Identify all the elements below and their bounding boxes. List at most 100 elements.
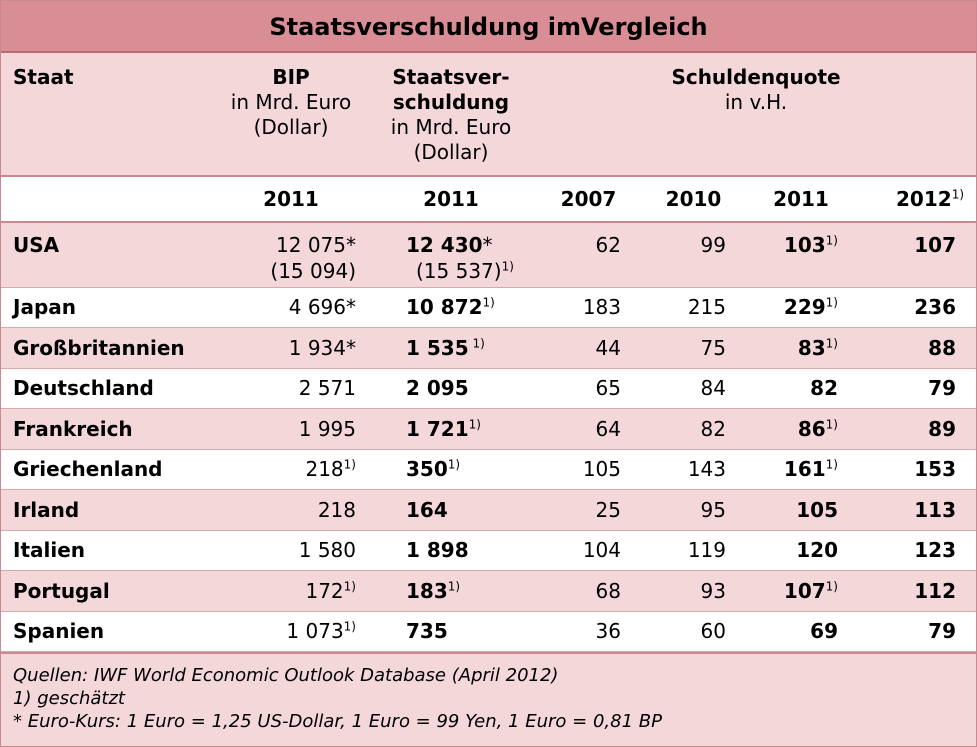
bip-value: 1 934 — [288, 335, 346, 360]
cell-q2010: 95 — [641, 489, 746, 531]
table-row: Großbritannien 1 934* 1 535 1) 44 75 831) 88 — [1, 327, 977, 369]
header-staat: Staat — [1, 53, 216, 176]
q2011-note: 1) — [825, 457, 838, 472]
debt-note: 1) — [482, 295, 495, 310]
footnotes: Quellen: IWF World Economic Outlook Data… — [1, 652, 976, 743]
debt-note: 1) — [468, 417, 481, 432]
year-2007: 2007 — [536, 175, 641, 223]
bip-star: * — [346, 335, 356, 360]
bip-star: * — [346, 233, 356, 257]
cell-q2012: 112 — [856, 570, 977, 612]
year-2012-label: 2012 — [896, 187, 952, 211]
debt-value: 12 430 — [406, 233, 483, 257]
bip-star: * — [346, 295, 356, 320]
debt-value: 10 872 — [406, 295, 483, 320]
q2011-value: 120 — [796, 538, 838, 563]
bip-note: 1) — [343, 457, 356, 472]
cell-q2012: 107 — [856, 222, 977, 288]
bip-value: 4 696 — [288, 295, 346, 320]
table-row: Irland 218 164 25 95 105 113 — [1, 489, 977, 531]
table-body: USA 12 075* (15 094) 12 430* (15 537)1) 62 99 1… — [1, 222, 977, 652]
footnote-source: Quellen: IWF World Economic Outlook Data… — [13, 665, 559, 686]
year-empty — [1, 175, 216, 223]
cell-q2011: 861) — [746, 408, 856, 450]
footnote-estimate: 1) geschätzt — [13, 688, 125, 709]
cell-staat: Frankreich — [1, 408, 216, 450]
cell-staat: Japan — [1, 287, 216, 328]
year-bip: 2011 — [216, 175, 366, 223]
debt-value: 2 095 — [406, 376, 469, 401]
cell-debt: 1 7211) — [366, 408, 536, 450]
debt-note: 1) — [447, 579, 461, 594]
debt-value: 164 — [406, 497, 448, 522]
header-debt-unit1: in Mrd. Euro — [390, 115, 512, 139]
cell-q2007: 183 — [536, 287, 641, 328]
header-debt-unit2: (Dollar) — [413, 140, 489, 164]
q2011-note: 1) — [825, 233, 838, 248]
debt-value: 350 — [406, 457, 448, 482]
bip-value: 1 995 — [298, 416, 356, 441]
years-row: 2011 2011 2007 2010 2011 20121) — [1, 175, 977, 223]
cell-staat: Irland — [1, 489, 216, 531]
cell-debt: 1 898 — [366, 530, 536, 571]
q2011-value: 105 — [796, 497, 838, 522]
q2011-note: 1) — [825, 295, 838, 310]
cell-debt: 12 430* (15 537)1) — [366, 222, 536, 288]
cell-q2011: 69 — [746, 611, 856, 652]
cell-bip: 1721) — [216, 570, 366, 612]
header-debt-label2: schuldung — [392, 90, 510, 114]
cell-staat: Deutschland — [1, 368, 216, 409]
cell-q2010: 82 — [641, 408, 746, 450]
table-title: Staatsverschuldung imVergleich — [1, 1, 976, 53]
debt-value: 1 721 — [406, 416, 469, 441]
cell-q2007: 36 — [536, 611, 641, 652]
year-debt: 2011 — [366, 175, 536, 223]
cell-debt: 10 8721) — [366, 287, 536, 328]
cell-q2012: 89 — [856, 408, 977, 450]
bip-value: 1 073 — [286, 619, 344, 644]
cell-q2011: 120 — [746, 530, 856, 571]
q2011-note: 1) — [825, 336, 838, 351]
cell-q2007: 68 — [536, 570, 641, 612]
q2011-value: 82 — [810, 376, 838, 401]
table-row: USA 12 075* (15 094) 12 430* (15 537)1) 62 99 1… — [1, 222, 977, 288]
year-2010: 2010 — [641, 175, 746, 223]
cell-q2010: 93 — [641, 570, 746, 612]
debt-dollar: (15 537) — [416, 259, 502, 283]
cell-q2012: 79 — [856, 368, 977, 409]
table-row: Italien 1 580 1 898 104 119 120 123 — [1, 530, 977, 571]
cell-q2007: 105 — [536, 449, 641, 490]
cell-q2007: 62 — [536, 222, 641, 288]
header-debt-label1: Staatsver- — [392, 65, 510, 89]
cell-debt: 164 — [366, 489, 536, 531]
q2011-value: 103 — [783, 233, 826, 257]
header-bip-unit1: in Mrd. Euro — [230, 90, 352, 114]
cell-debt: 1831) — [366, 570, 536, 612]
cell-q2010: 215 — [641, 287, 746, 328]
cell-debt: 1 535 1) — [366, 327, 536, 369]
cell-staat: Großbritannien — [1, 327, 216, 369]
header-debt: Staatsver- schuldung in Mrd. Euro (Dolla… — [366, 53, 536, 176]
header-row: Staat BIP in Mrd. Euro (Dollar) Staatsve… — [1, 53, 977, 176]
cell-q2011: 1031) — [746, 222, 856, 288]
cell-q2010: 99 — [641, 222, 746, 288]
debt-note: 1) — [447, 457, 461, 472]
cell-q2011: 2291) — [746, 287, 856, 328]
cell-q2010: 75 — [641, 327, 746, 369]
cell-debt: 2 095 — [366, 368, 536, 409]
table-row: Spanien 1 0731) 735 36 60 69 79 — [1, 611, 977, 652]
table-row: Japan 4 696* 10 8721) 183 215 2291) 236 — [1, 287, 977, 328]
cell-bip: 4 696* — [216, 287, 366, 328]
cell-q2012: 79 — [856, 611, 977, 652]
bip-note: 1) — [343, 579, 356, 594]
q2011-value: 107 — [783, 578, 826, 603]
cell-q2011: 82 — [746, 368, 856, 409]
debt-value: 1 535 — [406, 335, 469, 360]
cell-q2011: 105 — [746, 489, 856, 531]
debt-value: 1 898 — [406, 538, 469, 563]
cell-bip: 218 — [216, 489, 366, 531]
cell-q2012: 123 — [856, 530, 977, 571]
header-bip-unit2: (Dollar) — [253, 115, 329, 139]
header-bip-label: BIP — [272, 65, 310, 89]
